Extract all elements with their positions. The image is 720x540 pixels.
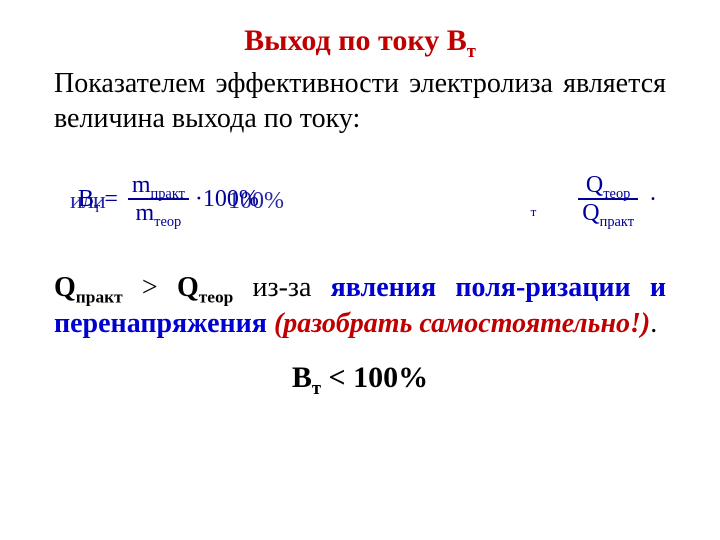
formula-right-dot: . [650, 172, 656, 207]
q1: Qпракт [54, 272, 123, 303]
formula-B-sub: т [94, 199, 100, 215]
formula-right-num-sym: Q [586, 172, 603, 198]
q1-sym: Q [54, 272, 76, 303]
bottom-line: Вт < 100% [54, 361, 666, 395]
formula-left-cluster: или Вт = mпракт mтеор ·100% 100% [78, 172, 259, 227]
q1-sub: практ [76, 288, 123, 307]
q2-sym: Q [177, 272, 199, 303]
slide: Выход по току Вт Показателем эффективнос… [0, 0, 720, 540]
formula-row: или Вт = mпракт mтеор ·100% 100% т Qтеор [54, 162, 666, 236]
q-gt: > [123, 272, 177, 303]
formula-tiny-t: т [531, 204, 537, 226]
formula-B: Вт [78, 186, 100, 213]
q2: Qтеор [177, 272, 233, 303]
q2-sub: теор [199, 288, 234, 307]
q-paragraph: Qпракт > Qтеор из-за явления поля-ризаци… [54, 270, 666, 343]
formula-right-num: Qтеор [578, 172, 638, 200]
formula-right-num-sub: теор [603, 185, 630, 201]
formula-eq: = [104, 186, 118, 213]
formula-right-den-sub: практ [600, 214, 634, 230]
formula-B-sym: В [78, 186, 94, 212]
bottom-rest: < 100% [321, 361, 428, 394]
formula-left-num-sub: практ [151, 185, 185, 201]
title-sub: т [467, 41, 476, 62]
q-red: (разобрать самостоятельно!) [274, 308, 650, 339]
formula-left-den: mтеор [128, 200, 189, 226]
formula-left-frac: mпракт mтеор [128, 172, 189, 227]
title-text: Выход по току Вт [244, 24, 476, 57]
formula-right-den-sym: Q [582, 200, 599, 226]
bottom-B: В [292, 361, 312, 394]
formula-right-den: Qпракт [578, 200, 638, 226]
formula-left-tail1: ·100% [195, 186, 259, 213]
formula-left-den-sub: теор [154, 214, 181, 230]
formula-left-num: mпракт [128, 172, 189, 200]
title-main: Выход по току В [244, 24, 467, 57]
formula-right-cluster: т Qтеор Qпракт . [531, 172, 656, 227]
formula-left-den-sym: m [136, 200, 155, 226]
q-mid: из-за [233, 272, 330, 303]
formula-left-num-sym: m [132, 172, 151, 198]
slide-title: Выход по току Вт [54, 24, 666, 58]
q-enddot: . [650, 308, 657, 339]
intro-paragraph: Показателем эффективности электролиза яв… [54, 66, 666, 136]
formula-right-frac: Qтеор Qпракт [578, 172, 638, 227]
bottom-sub: т [312, 378, 321, 399]
